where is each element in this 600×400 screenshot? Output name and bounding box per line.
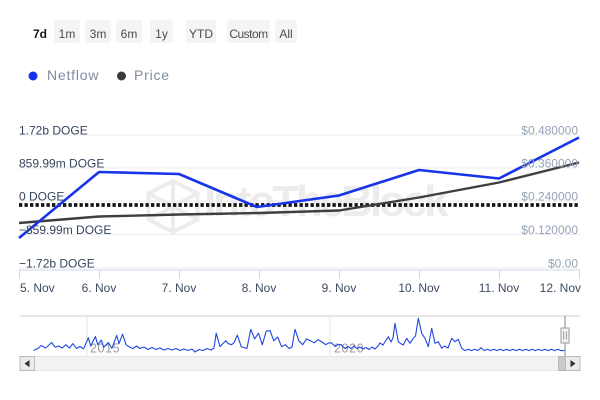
svg-text:10. Nov: 10. Nov [398,281,439,295]
svg-text:11. Nov: 11. Nov [479,281,519,295]
svg-text:0 DOGE: 0 DOGE [19,190,64,204]
svg-text:5. Nov: 5. Nov [20,281,55,295]
svg-text:1.72b DOGE: 1.72b DOGE [19,124,88,138]
svg-text:2020: 2020 [334,342,364,356]
svg-text:Price: Price [134,67,170,83]
svg-text:7. Nov: 7. Nov [162,281,197,295]
svg-text:859.99m DOGE: 859.99m DOGE [19,157,104,171]
svg-text:9. Nov: 9. Nov [322,281,357,295]
svg-text:8. Nov: 8. Nov [242,281,277,295]
svg-text:$0.240000: $0.240000 [521,190,578,204]
svg-text:$0.00: $0.00 [548,257,578,271]
svg-text:Netflow: Netflow [47,67,99,83]
svg-text:$0.480000: $0.480000 [521,124,578,138]
svg-text:2015: 2015 [90,342,120,356]
svg-text:$0.120000: $0.120000 [521,223,578,237]
svg-text:6. Nov: 6. Nov [82,281,117,295]
svg-text:−1.72b DOGE: −1.72b DOGE [19,257,95,271]
svg-text:12. Nov: 12. Nov [540,281,581,295]
svg-text:−859.99m DOGE: −859.99m DOGE [19,223,111,237]
svg-text:$0.360000: $0.360000 [521,157,578,171]
